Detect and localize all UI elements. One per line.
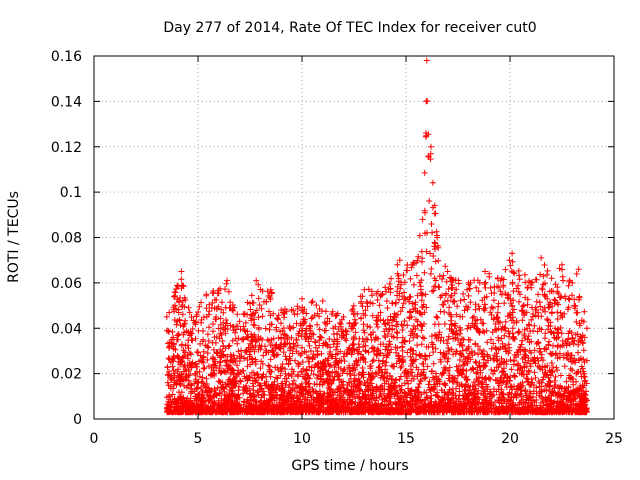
y-tick-label: 0.06 xyxy=(51,276,82,292)
data-points xyxy=(163,57,590,416)
x-tick-label: 10 xyxy=(293,431,311,447)
x-tick-labels: 0 5 10 15 20 25 xyxy=(90,431,623,447)
x-tick-label: 5 xyxy=(194,431,203,447)
y-tick-label: 0.12 xyxy=(51,140,82,156)
y-tick-label: 0.02 xyxy=(51,367,82,383)
y-tick-label: 0.04 xyxy=(51,321,82,337)
chart-title: Day 277 of 2014, Rate Of TEC Index for r… xyxy=(163,20,536,36)
y-tick-labels: 0 0.02 0.04 0.06 0.08 0.1 0.12 0.14 0.16 xyxy=(51,49,82,428)
x-tick-label: 20 xyxy=(501,431,519,447)
x-tick-label: 25 xyxy=(605,431,623,447)
x-axis-label: GPS time / hours xyxy=(291,458,408,474)
y-tick-label: 0.16 xyxy=(51,49,82,65)
x-tick-label: 0 xyxy=(90,431,99,447)
axis-ticks xyxy=(93,55,615,420)
y-tick-label: 0 xyxy=(73,412,82,428)
y-tick-label: 0.08 xyxy=(51,231,82,247)
y-axis-label: ROTI / TECUs xyxy=(6,191,22,283)
y-tick-label: 0.14 xyxy=(51,94,82,110)
roti-markers xyxy=(163,57,590,416)
y-tick-label: 0.1 xyxy=(60,185,82,201)
x-tick-label: 15 xyxy=(397,431,415,447)
